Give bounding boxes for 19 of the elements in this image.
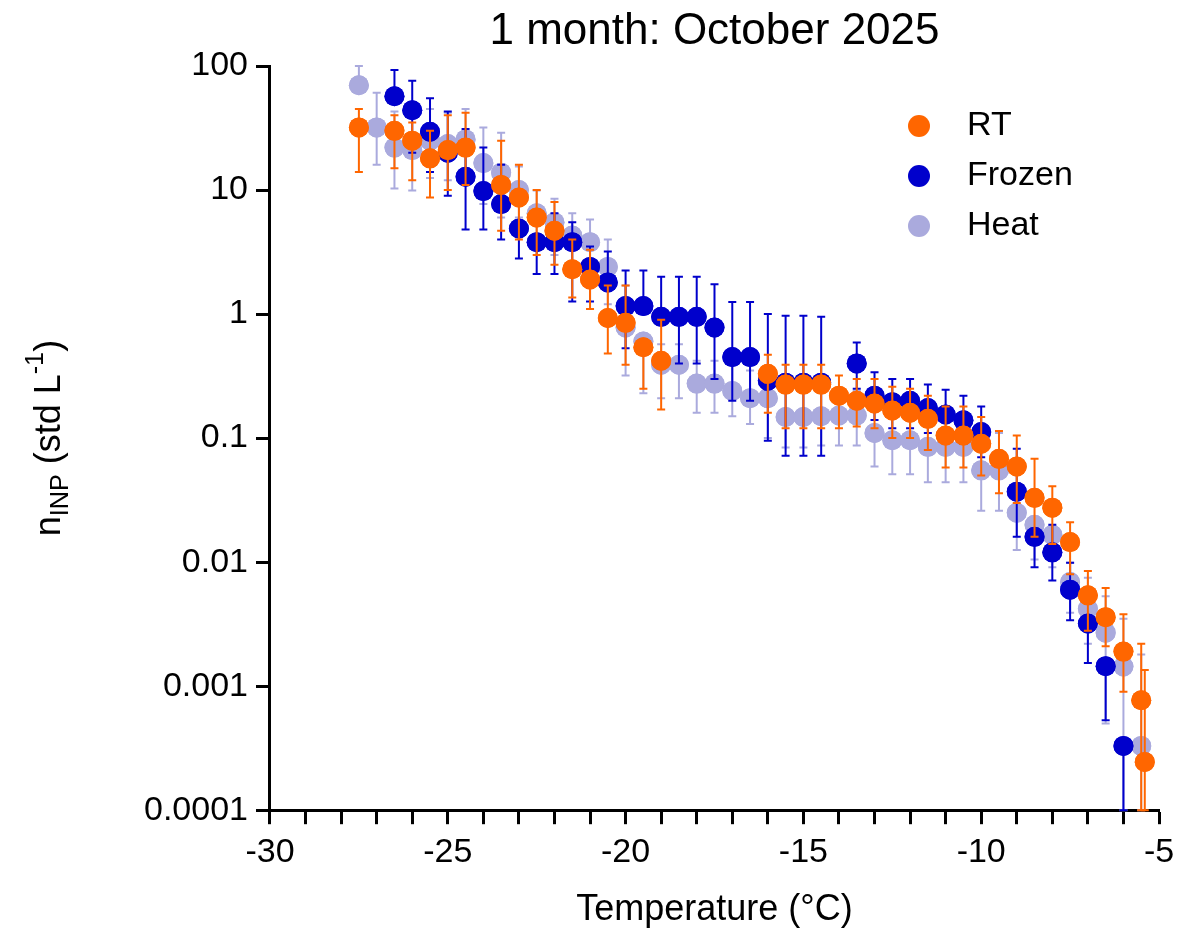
legend-label: Frozen — [967, 154, 1073, 193]
y-tick-label: 1 — [229, 292, 248, 331]
y-tick-label: 0.01 — [181, 540, 248, 579]
x-tick-label: -25 — [423, 830, 473, 869]
legend-label: RT — [967, 104, 1012, 143]
y-tick-label: 100 — [191, 44, 248, 83]
legend-label: Heat — [967, 204, 1040, 243]
y-axis-title: nINP (std L-1) — [20, 339, 73, 537]
y-tick-label: 0.001 — [162, 664, 248, 703]
x-tick-label: -15 — [778, 830, 828, 869]
y-tick-label: 0.1 — [200, 416, 248, 455]
x-tick-label: -10 — [956, 830, 1006, 869]
chart-title: 1 month: October 2025 — [489, 4, 940, 54]
x-tick-label: -5 — [1143, 830, 1175, 869]
y-tick-label: 0.0001 — [143, 788, 248, 827]
x-tick-label: -30 — [245, 830, 295, 869]
x-axis-title: Temperature (°C) — [576, 886, 853, 928]
x-tick-label: -20 — [601, 830, 651, 869]
y-tick-label: 10 — [210, 168, 248, 207]
